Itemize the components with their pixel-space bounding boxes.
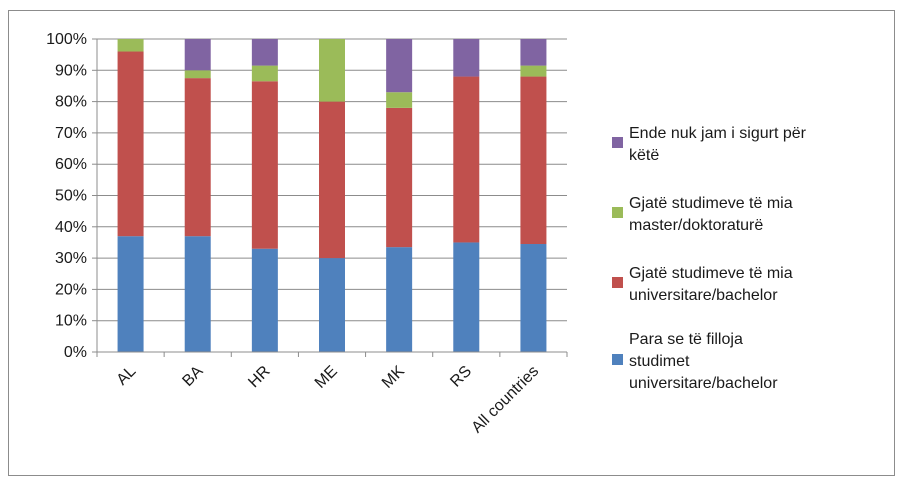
stacked-bar-chart: 0% 10% 20% 30% 40% 50% 60% 70% 80% 90% 100% AL BA HR… xyxy=(46,31,807,437)
y-tick-label: 60% xyxy=(55,156,87,173)
y-tick-label: 10% xyxy=(55,313,87,330)
legend-label: Gjatë studimeve të mia master/doktoraturë xyxy=(629,195,793,234)
bar-segment xyxy=(520,76,547,245)
legend-label: Gjatë studimeve të mia universitare/bache… xyxy=(629,265,793,304)
bar-segment xyxy=(251,81,278,249)
bars xyxy=(117,39,547,352)
y-tick-labels: 0% 10% 20% 30% 40% 50% 60% 70% 80% 90% 100% xyxy=(46,31,87,361)
bar-segment xyxy=(453,39,480,77)
y-tick-label: 100% xyxy=(46,31,87,48)
bar-segment xyxy=(319,101,345,259)
x-tick-label: RS xyxy=(447,363,475,391)
y-tick-label: 70% xyxy=(55,125,87,142)
bar-segment xyxy=(386,107,413,248)
y-tick-label: 90% xyxy=(55,62,87,79)
legend-swatch xyxy=(612,354,623,365)
bar-segment xyxy=(453,242,480,352)
bar-segment xyxy=(117,39,144,52)
bar-segment xyxy=(117,51,144,237)
bar-segment xyxy=(520,39,547,66)
y-tick-label: 40% xyxy=(55,219,87,236)
bar-segment xyxy=(184,39,211,71)
bar-segment xyxy=(520,65,547,77)
x-tick-label: HR xyxy=(245,363,273,391)
bar-segment xyxy=(251,248,278,352)
y-tick-label: 20% xyxy=(55,281,87,298)
x-tick-label: BA xyxy=(179,363,206,390)
bar-segment xyxy=(386,92,413,108)
bar-segment xyxy=(386,39,413,93)
y-tick-label: 80% xyxy=(55,94,87,111)
legend-swatch xyxy=(612,207,623,218)
bar-segment xyxy=(251,65,278,82)
bar-segment xyxy=(319,39,345,102)
bar-segment xyxy=(520,244,547,352)
x-tick-label: AL xyxy=(114,363,140,389)
bar-segment xyxy=(184,78,211,237)
axes xyxy=(92,38,568,357)
bar-segment xyxy=(251,39,278,66)
legend-swatch xyxy=(612,277,623,288)
x-tick-label: All countries xyxy=(469,363,543,437)
bar-segment xyxy=(386,247,413,352)
bar-segment xyxy=(117,236,144,352)
legend-swatch xyxy=(612,137,623,148)
y-tick-label: 50% xyxy=(55,188,87,205)
bar-segment xyxy=(184,236,211,352)
x-tick-label: MK xyxy=(379,363,408,392)
legend-label: Para se të filloja studimet universitare/b… xyxy=(629,331,778,392)
bar-segment xyxy=(453,76,480,243)
bar-segment xyxy=(184,70,211,79)
y-tick-label: 0% xyxy=(64,344,87,361)
x-tick-label: ME xyxy=(312,363,341,392)
legend-label: Ende nuk jam i sigurt për këtë xyxy=(629,125,807,164)
legend: Ende nuk jam i sigurt për këtë Gjatë studi… xyxy=(612,125,807,392)
chart-frame: 0% 10% 20% 30% 40% 50% 60% 70% 80% 90% 100% AL BA HR… xyxy=(8,10,895,476)
bar-segment xyxy=(319,258,345,352)
y-tick-label: 30% xyxy=(55,250,87,267)
